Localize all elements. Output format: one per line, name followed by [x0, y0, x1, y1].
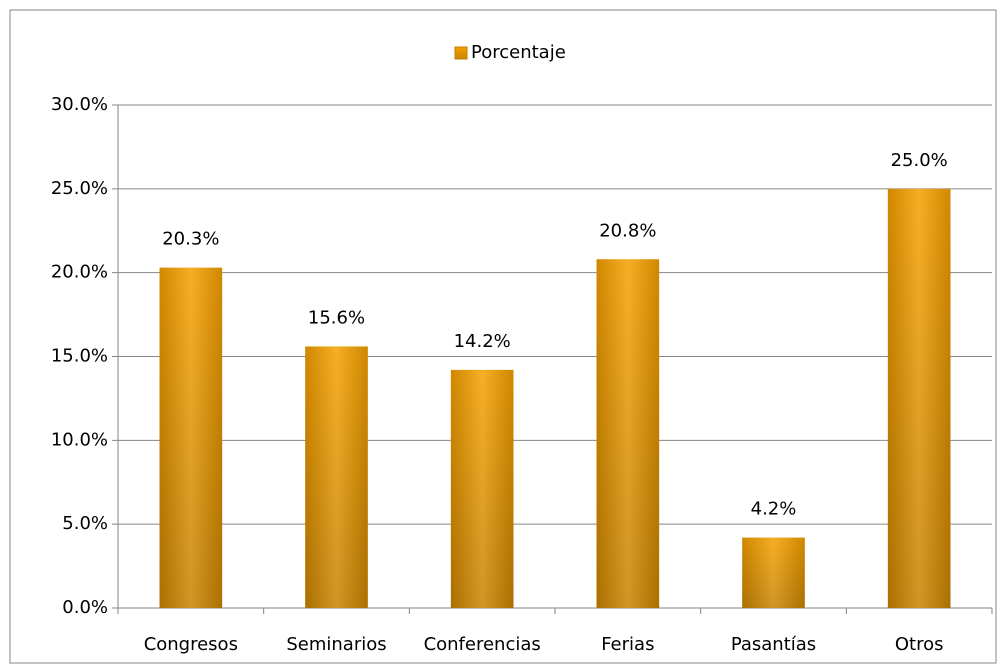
data-label: 20.8%	[599, 220, 656, 241]
x-tick-label: Conferencias	[424, 634, 541, 655]
bar-sheen	[305, 346, 368, 608]
x-tick-label: Otros	[895, 634, 944, 655]
y-tick-label: 10.0%	[51, 429, 108, 450]
y-tick-label: 15.0%	[51, 346, 108, 367]
bar-sheen	[596, 259, 660, 608]
bar-group	[305, 346, 368, 608]
bar-sheen	[887, 188, 951, 609]
legend-label: Porcentaje	[471, 42, 566, 63]
bar-group	[450, 369, 514, 608]
y-tick-label: 5.0%	[62, 513, 108, 534]
x-tick-label: Pasantías	[731, 634, 816, 655]
legend-swatch	[454, 46, 468, 60]
y-tick-label: 20.0%	[51, 262, 108, 283]
y-tick-label: 30.0%	[51, 94, 108, 115]
data-label: 15.6%	[308, 307, 365, 328]
x-tick-label: Congresos	[144, 634, 238, 655]
bar-sheen	[742, 537, 805, 608]
data-label: 14.2%	[454, 331, 511, 352]
x-tick-label: Seminarios	[286, 634, 386, 655]
x-tick-label: Ferias	[601, 634, 654, 655]
y-tick-label: 0.0%	[62, 597, 108, 618]
data-label: 25.0%	[891, 150, 948, 171]
y-tick-label: 25.0%	[51, 178, 108, 199]
bar-group	[596, 259, 660, 608]
data-label: 20.3%	[162, 229, 219, 250]
data-label: 4.2%	[751, 499, 797, 520]
bar-group	[742, 537, 805, 608]
bar-sheen	[159, 267, 223, 608]
bar-group	[159, 267, 223, 608]
bar-sheen	[450, 369, 514, 608]
bar-group	[887, 188, 951, 609]
